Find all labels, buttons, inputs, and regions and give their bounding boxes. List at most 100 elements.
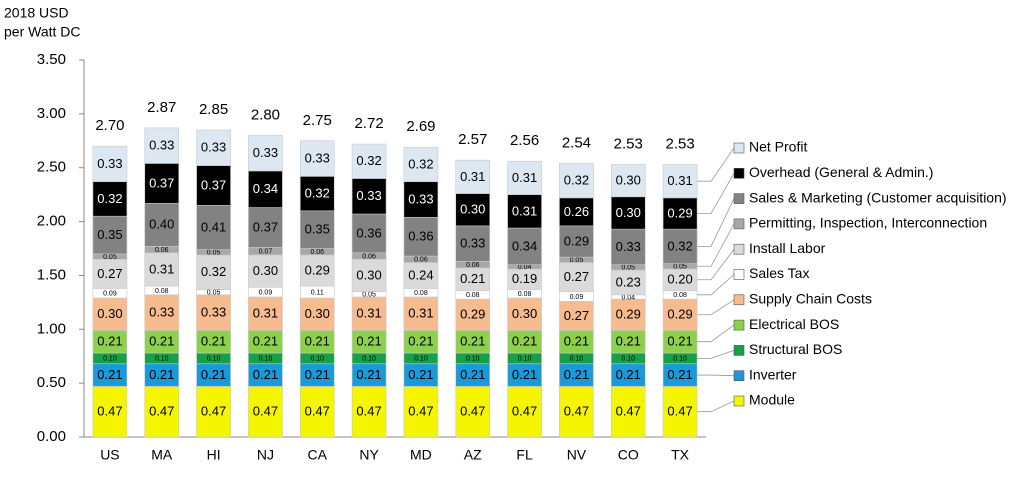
data-label: 0.06 [155,247,169,254]
bar-segment [403,181,439,218]
bar-segment [92,145,128,183]
data-label: 0.09 [259,289,273,296]
data-label: 0.21 [149,334,174,349]
bar-segment [299,386,335,438]
data-label: 0.08 [466,292,480,299]
data-label: 0.47 [356,404,381,419]
data-label: 0.21 [149,367,174,382]
data-label: 0.10 [103,356,117,363]
data-label: 0.10 [570,356,584,363]
legend-label: Supply Chain Costs [749,291,872,307]
total-label: 2.56 [510,132,539,149]
bar-segment [610,298,646,331]
bar-segment [507,297,542,331]
data-label: 0.32 [356,153,381,168]
bar-segment [662,228,698,264]
data-label: 0.21 [356,367,381,382]
bar-segment [92,297,128,331]
bar-segment [559,225,594,258]
x-tick-label: HI [207,447,221,463]
data-label: 0.06 [414,257,428,264]
bar-segment [559,386,594,438]
data-label: 0.30 [97,306,122,321]
data-label: 0.47 [201,404,226,419]
total-label: 2.53 [614,135,643,152]
y-tick-label: 3.50 [37,51,66,68]
bar-segment [248,254,283,288]
legend-label: Inverter [749,366,797,382]
data-label: 0.33 [149,305,174,320]
bar-segment [248,296,283,331]
data-label: 0.09 [570,294,584,301]
legend-label: Electrical BOS [749,316,839,332]
data-label: 0.27 [97,266,122,281]
legend-leader [697,400,735,413]
data-label: 0.10 [155,356,169,363]
data-label: 0.10 [310,356,324,363]
bar-segment [92,181,128,217]
data-label: 0.37 [253,219,278,234]
legend-label: Module [749,392,795,408]
data-label: 0.21 [460,367,485,382]
data-label: 0.32 [97,191,122,206]
data-label: 0.30 [460,202,485,217]
legend-label: Overhead (General & Admin.) [749,164,933,180]
total-label: 2.75 [303,112,332,129]
bar-segment [507,227,542,265]
data-label: 0.33 [253,145,278,160]
data-label: 0.05 [621,265,635,272]
bar-segment [507,160,542,195]
y-tick-label: 2.00 [37,213,66,230]
data-label: 0.08 [518,291,532,298]
data-label: 0.06 [362,253,376,260]
legend-leader [697,299,735,316]
data-label: 0.05 [103,254,117,261]
bar-segment [507,386,542,438]
total-label: 2.54 [562,134,591,151]
data-label: 0.29 [564,233,589,248]
data-label: 0.06 [310,249,324,256]
data-label: 0.47 [408,404,433,419]
bar-segment [455,193,491,227]
data-label: 0.10 [414,356,428,363]
bar-segment [662,386,698,438]
data-label: 0.36 [356,225,381,240]
data-label: 0.06 [466,262,480,269]
data-label: 0.07 [259,249,273,256]
bar-segment [248,135,283,172]
legend-swatch [733,193,745,204]
bar-segment [455,298,491,331]
data-label: 0.21 [512,367,537,382]
legend-swatch [733,395,745,407]
data-label: 0.47 [460,404,485,419]
data-label: 0.20 [667,272,692,287]
x-tick-label: NJ [257,447,274,463]
data-label: 0.21 [408,334,433,349]
data-label: 0.10 [466,356,480,363]
data-label: 0.10 [621,356,635,363]
bar-segment [610,196,646,230]
data-label: 0.31 [667,173,692,188]
data-label: 0.21 [253,334,278,349]
data-label: 0.04 [518,264,532,271]
bar-segment [662,298,698,331]
data-label: 0.08 [673,292,687,299]
legend-leader [697,173,735,214]
bar-segment [196,294,231,331]
data-label: 0.21 [667,334,692,349]
legend-swatch [733,243,745,255]
legend-leader [697,248,735,281]
data-label: 0.47 [667,404,692,419]
data-label: 0.10 [518,356,532,363]
data-label: 0.27 [564,308,589,323]
total-label: 2.72 [354,115,383,132]
data-label: 0.33 [616,239,641,254]
data-label: 0.30 [616,173,641,188]
data-label: 0.08 [155,288,169,295]
data-label: 0.29 [616,307,641,322]
data-label: 0.47 [97,404,122,419]
data-label: 0.09 [103,291,117,298]
bar-segment [455,159,491,194]
data-label: 0.05 [362,292,376,299]
legend-swatch [733,269,745,280]
